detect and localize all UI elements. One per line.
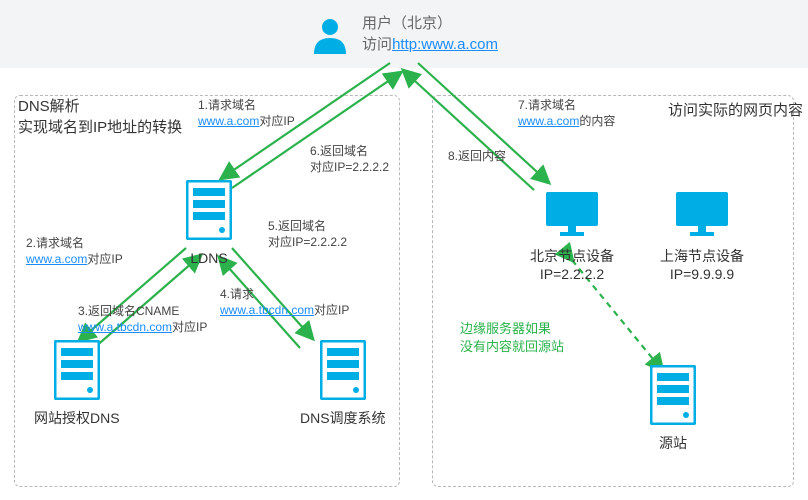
user-line1: 用户（北京）	[362, 13, 498, 34]
user-line2: 访问http:www.a.com	[362, 34, 498, 55]
beijing-node: 北京节点设备 IP=2.2.2.2	[530, 190, 614, 283]
edge4-label: 4.请求 www.a.tbcdn.com对应IP	[220, 286, 349, 318]
scheduler-label: DNS调度系统	[300, 409, 386, 427]
authdns-label: 网站授权DNS	[34, 409, 120, 427]
server-icon	[186, 180, 232, 240]
edge7-label: 7.请求域名 www.a.com的内容	[518, 97, 615, 129]
monitor-icon	[674, 190, 730, 238]
shanghai-label2: IP=9.9.9.9	[660, 265, 744, 283]
beijing-label1: 北京节点设备	[530, 247, 614, 265]
user-text: 用户（北京） 访问http:www.a.com	[362, 13, 498, 55]
edge5-label: 5.返回域名 对应IP=2.2.2.2	[268, 218, 347, 250]
server-icon	[320, 340, 366, 400]
edge8-label: 8.返回内容	[448, 148, 506, 164]
shanghai-label1: 上海节点设备	[660, 247, 744, 265]
origin-note: 边缘服务器如果 没有内容就回源站	[460, 320, 564, 356]
server-icon	[650, 365, 696, 425]
origin-label: 源站	[650, 434, 696, 452]
ldns-label: LDNS	[186, 249, 232, 267]
server-icon	[54, 340, 100, 400]
edge3-label: 3.返回域名CNAME www.a.tbcdn.com对应IP	[78, 303, 207, 335]
authdns-node: 网站授权DNS	[34, 340, 120, 427]
edge1-label: 1.请求域名 www.a.com对应IP	[198, 97, 295, 129]
monitor-icon	[544, 190, 600, 238]
edge6-label: 6.返回域名 对应IP=2.2.2.2	[310, 143, 389, 175]
user-link: http:www.a.com	[392, 36, 498, 53]
user-icon	[310, 14, 350, 54]
user-banner: 用户（北京） 访问http:www.a.com	[0, 0, 808, 68]
scheduler-node: DNS调度系统	[300, 340, 386, 427]
beijing-label2: IP=2.2.2.2	[530, 265, 614, 283]
ldns-node: LDNS	[186, 180, 232, 267]
right-section-title: 访问实际的网页内容	[668, 100, 803, 121]
edge2-label: 2.请求域名 www.a.com对应IP	[26, 235, 123, 267]
shanghai-node: 上海节点设备 IP=9.9.9.9	[660, 190, 744, 283]
origin-node: 源站	[650, 365, 696, 452]
left-section-title: DNS解析 实现域名到IP地址的转换	[18, 96, 182, 138]
